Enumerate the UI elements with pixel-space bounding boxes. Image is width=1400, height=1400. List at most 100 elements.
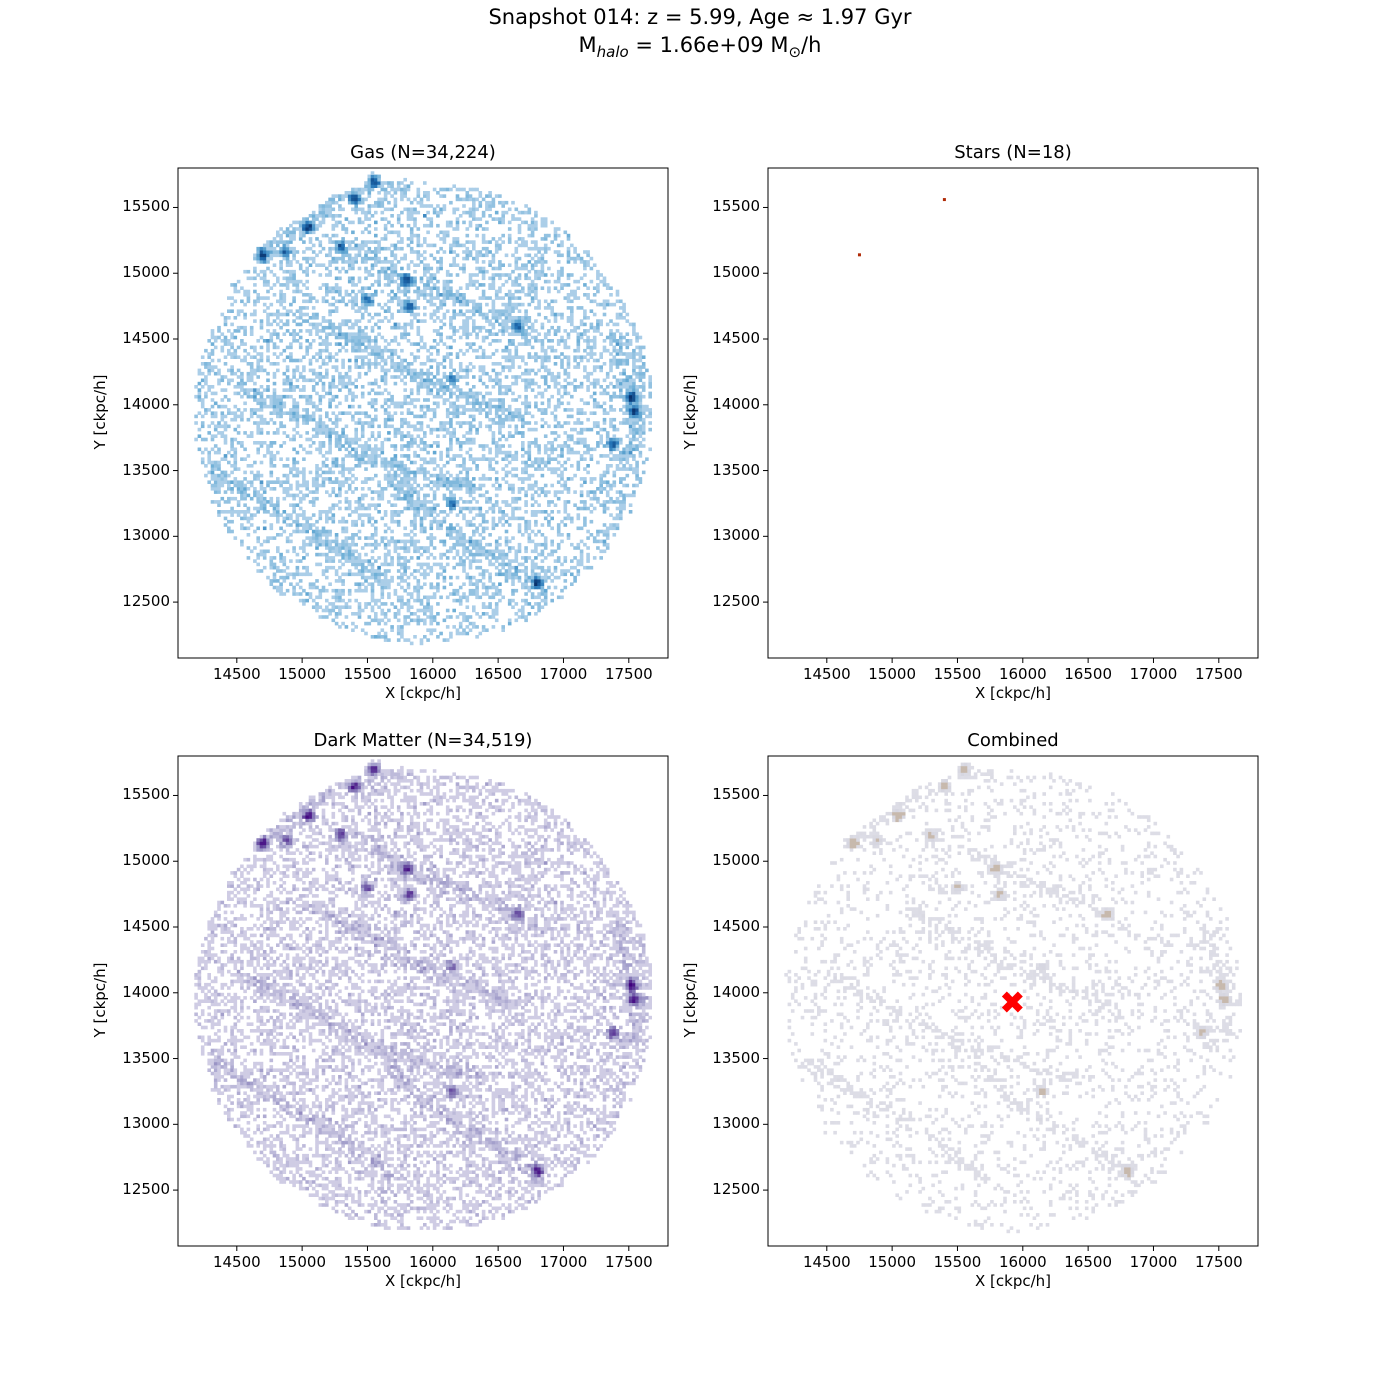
heatmap-cell xyxy=(599,434,603,438)
heatmap-cell xyxy=(381,490,385,494)
heatmap-cell xyxy=(368,448,372,452)
heatmap-cell xyxy=(341,411,345,415)
heatmap-cell xyxy=(469,510,473,514)
heatmap-cell xyxy=(270,471,274,475)
heatmap-cell xyxy=(358,346,362,350)
heatmap-cell xyxy=(482,326,486,330)
heatmap-cell xyxy=(446,454,450,458)
heatmap-cell xyxy=(622,451,626,455)
heatmap-cell xyxy=(580,355,584,359)
heatmap-cell xyxy=(351,474,355,478)
heatmap-cell xyxy=(456,408,460,412)
heatmap-cell xyxy=(449,418,453,422)
heatmap-cell xyxy=(462,352,466,356)
heatmap-cell xyxy=(613,418,617,422)
heatmap-cell xyxy=(482,546,486,550)
heatmap-cell xyxy=(338,388,342,392)
heatmap-cell xyxy=(286,346,290,350)
heatmap-cell xyxy=(505,415,509,419)
heatmap-cell xyxy=(387,342,391,346)
heatmap-cell xyxy=(452,392,456,396)
heatmap-cell xyxy=(256,352,260,356)
heatmap-cell xyxy=(518,326,522,330)
heatmap-cell xyxy=(456,398,460,402)
heatmap-cell xyxy=(456,550,460,554)
heatmap-cell xyxy=(518,329,522,333)
heatmap-cell xyxy=(593,346,597,350)
heatmap-cell xyxy=(341,517,345,521)
heatmap-cell xyxy=(305,487,309,491)
heatmap-cell xyxy=(364,569,368,573)
heatmap-cell xyxy=(332,398,336,402)
heatmap-cell xyxy=(596,379,600,383)
heatmap-cell xyxy=(292,474,296,478)
heatmap-cell xyxy=(384,474,388,478)
heatmap-cell xyxy=(609,418,613,422)
heatmap-cell xyxy=(554,431,558,435)
heatmap-cell xyxy=(270,563,274,567)
heatmap-cell xyxy=(354,428,358,432)
heatmap-cell xyxy=(436,480,440,484)
heatmap-cell xyxy=(436,474,440,478)
heatmap-cell xyxy=(560,596,564,600)
heatmap-cell xyxy=(351,454,355,458)
heatmap-cell xyxy=(515,612,519,616)
heatmap-cell xyxy=(335,615,339,619)
heatmap-cell xyxy=(524,379,528,383)
heatmap-cell xyxy=(345,477,349,481)
heatmap-cell xyxy=(642,471,646,475)
heatmap-cell xyxy=(459,586,463,590)
heatmap-cell xyxy=(518,355,522,359)
heatmap-cell xyxy=(266,388,270,392)
heatmap-cell xyxy=(410,605,414,609)
heatmap-cell xyxy=(387,405,391,409)
heatmap-cell xyxy=(354,332,358,336)
heatmap-cell xyxy=(475,566,479,570)
heatmap-cell xyxy=(351,490,355,494)
heatmap-cell xyxy=(629,382,633,386)
heatmap-cell xyxy=(626,444,630,448)
heatmap-cell xyxy=(345,434,349,438)
heatmap-cell xyxy=(449,510,453,514)
heatmap-cell xyxy=(541,457,545,461)
heatmap-cell xyxy=(472,405,476,409)
heatmap-cell xyxy=(198,388,202,392)
heatmap-cell xyxy=(381,352,385,356)
heatmap-cell xyxy=(354,454,358,458)
heatmap-cell xyxy=(462,517,466,521)
heatmap-cell xyxy=(194,395,198,399)
heatmap-cell xyxy=(524,464,528,468)
heatmap-cell xyxy=(648,411,652,415)
heatmap-cell xyxy=(505,474,509,478)
heatmap-cell xyxy=(580,438,584,442)
heatmap-cell xyxy=(528,369,532,373)
heatmap-cell xyxy=(390,365,394,369)
heatmap-cell xyxy=(528,454,532,458)
heatmap-cell xyxy=(452,369,456,373)
heatmap-cell xyxy=(296,517,300,521)
heatmap-cell xyxy=(312,316,316,320)
heatmap-cell xyxy=(332,395,336,399)
heatmap-cell xyxy=(237,392,241,396)
heatmap-cell xyxy=(586,553,590,557)
heatmap-cell xyxy=(403,454,407,458)
heatmap-cell xyxy=(351,480,355,484)
heatmap-cell xyxy=(515,474,519,478)
heatmap-cell xyxy=(606,494,610,498)
heatmap-cell xyxy=(358,589,362,593)
heatmap-cell xyxy=(371,326,375,330)
heatmap-cell xyxy=(479,405,483,409)
heatmap-cell xyxy=(413,589,417,593)
heatmap-cell xyxy=(469,431,473,435)
heatmap-cell xyxy=(224,474,228,478)
heatmap-cell xyxy=(599,392,603,396)
heatmap-cell xyxy=(224,319,228,323)
heatmap-cell xyxy=(619,438,623,442)
heatmap-cell xyxy=(541,474,545,478)
heatmap-cell xyxy=(550,599,554,603)
heatmap-cell xyxy=(309,418,313,422)
heatmap-cell xyxy=(462,408,466,412)
heatmap-cell xyxy=(273,487,277,491)
heatmap-cell xyxy=(407,490,411,494)
heatmap-cell xyxy=(541,592,545,596)
